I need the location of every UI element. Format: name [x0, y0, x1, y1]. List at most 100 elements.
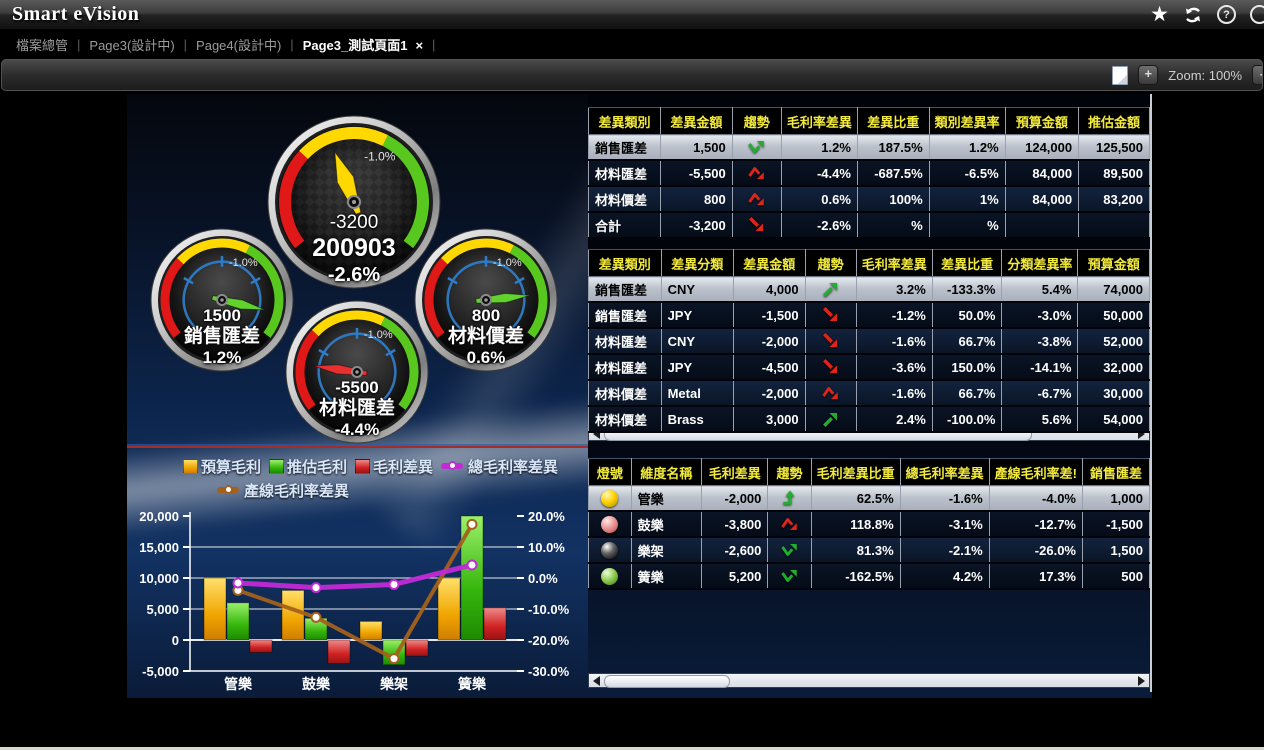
refresh-icon[interactable] [1183, 5, 1203, 25]
table-cell: -3.6% [856, 354, 933, 381]
trend-turn-green-icon [779, 489, 801, 507]
tab-2[interactable]: Page3(設計中) [89, 37, 175, 53]
column-header: 銷售匯差 [1082, 458, 1150, 486]
table-cell: -1.2% [856, 302, 933, 329]
table-row[interactable]: 鼓樂 -3,800 118.8% -3.1% -12.7% -1,500 [588, 511, 1150, 538]
scroll-left-arrow-icon[interactable] [593, 676, 600, 686]
table-row[interactable]: 樂架 -2,600 81.3% -2.1% -26.0% 1,500 [588, 537, 1150, 564]
data-point [232, 577, 244, 589]
tab-4[interactable]: Page3_測試頁面1 × [302, 37, 424, 53]
scrollbar-thumb[interactable] [604, 675, 730, 688]
table-row[interactable]: 合計 -3,200 -2.6%%% [588, 212, 1150, 239]
table-cell: 66.7% [932, 328, 1003, 355]
table-cell: 83,200 [1078, 186, 1150, 213]
tab-separator: | [77, 36, 81, 52]
favorite-star-icon[interactable]: ★ [1150, 2, 1169, 26]
scroll-right-arrow-icon[interactable] [1138, 429, 1145, 439]
table-cell: 簧樂 [631, 563, 703, 590]
bar-毛利差異 [483, 607, 507, 641]
table-row[interactable]: 簧樂 5,200 -162.5% 4.2% 17.3% 500 [588, 563, 1150, 590]
table-cell: Brass [661, 406, 735, 433]
column-header: 毛利率差異 [856, 249, 933, 277]
table-cell [1005, 212, 1080, 239]
table-row[interactable]: 材料匯差 CNY -2,000 -1.6% 66.7% -3.8% 52,000 [588, 328, 1150, 355]
table-row[interactable]: 材料價差 800 0.6% 100% 1% 84,000 83,200 [588, 186, 1150, 213]
table-row[interactable]: 銷售匯差 1,500 1.2% 187.5% 1.2% 124,000 125,500 [588, 134, 1150, 161]
table-row[interactable]: 銷售匯差 JPY -1,500 -1.2% 50.0% -3.0% 50,000 [588, 302, 1150, 329]
legend-label: 預算毛利 [201, 458, 262, 476]
table-cell: -687.5% [857, 160, 930, 187]
table3-horizontal-scrollbar[interactable] [588, 673, 1150, 688]
column-header: 差異比重 [932, 249, 1003, 277]
table-cell [732, 134, 782, 161]
table-cell: CNY [661, 276, 735, 303]
table-row[interactable]: 銷售匯差 CNY 4,000 3.2% -133.3% 5.4% 74,000 [588, 276, 1150, 303]
tab-separator: | [183, 36, 188, 52]
left-axis-tick-label: 0 [172, 633, 179, 648]
tab-close-icon[interactable]: × [415, 37, 424, 53]
column-header: 毛利差異比重 [811, 458, 901, 486]
gauge-material-fx[interactable]: -1.0% -5500 材料匯差 -4.4% [278, 293, 436, 456]
table-cell: -3.8% [1001, 328, 1079, 355]
gauge-sales-fx[interactable]: -1.0% 1500 銷售匯差 1.2% [143, 221, 301, 384]
gauge-tick-label: -1.0% [493, 257, 522, 269]
app-title: Smart eVision [12, 3, 140, 25]
table-cell: -3,800 [701, 511, 769, 538]
scroll-right-arrow-icon[interactable] [1138, 676, 1145, 686]
profit-combo-chart[interactable]: 20,000 20.0% 15,000 10.0% 10,000 0.0% 5,000 -10… [127, 444, 597, 698]
table-cell: 52,000 [1077, 328, 1150, 355]
table-cell: 銷售匯差 [588, 302, 662, 329]
trend-down-red-icon [820, 358, 842, 376]
table-cell [767, 485, 812, 512]
new-page-icon[interactable] [1112, 65, 1129, 85]
table-cell: 1,000 [1082, 485, 1150, 512]
table-cell: 800 [660, 186, 733, 213]
table-row[interactable]: 材料價差 Brass 3,000 2.4% -100.0% 5.6% 54,000 [588, 406, 1150, 433]
bar-毛利差異 [249, 639, 273, 653]
table-cell: 81.3% [811, 537, 901, 564]
titlebar-icons: ★ ? [1150, 2, 1264, 26]
dimension-summary-table: 燈號 維度名稱 毛利差異 趨勢 毛利差異比重 總毛利率差異 產線毛利率差! 銷售匯差 管樂 -2,… [588, 458, 1150, 590]
column-header: 分類差異率 [1001, 249, 1079, 277]
right-axis-tick-label: -10.0% [528, 602, 570, 617]
tab-1[interactable]: 檔案總管 [16, 37, 69, 53]
bar-毛利差異 [327, 639, 351, 665]
help-icon[interactable]: ? [1217, 5, 1236, 24]
column-header: 預算金額 [1005, 107, 1080, 135]
table-cell: -1.6% [900, 485, 990, 512]
table-cell: 鼓樂 [631, 511, 703, 538]
scroll-left-arrow-icon[interactable] [593, 429, 600, 439]
table-cell: 材料價差 [588, 406, 662, 433]
table-cell [588, 537, 632, 564]
dashboard-canvas: -1.0% -3200 200903 -2.6% -1.0% 1500 銷售匯差 1.2% -1… [127, 94, 1152, 698]
table-cell: 合計 [588, 212, 661, 239]
zoom-out-button[interactable]: - [1252, 65, 1262, 85]
table-row[interactable]: 材料匯差 -5,500 -4.4% -687.5% -6.5% 84,000 89,500 [588, 160, 1150, 187]
right-axis-tick-label: -20.0% [528, 633, 570, 648]
table-cell [805, 380, 857, 407]
table-cell [767, 511, 812, 538]
bar-推估毛利 [226, 602, 250, 641]
column-header: 趨勢 [732, 107, 782, 135]
table-cell: 1% [929, 186, 1006, 213]
table-cell: 材料匯差 [588, 328, 662, 355]
table-row[interactable]: 材料匯差 JPY -4,500 -3.6% 150.0% -14.1% 32,000 [588, 354, 1150, 381]
table-cell: 材料匯差 [588, 354, 662, 381]
table-cell [588, 485, 632, 512]
zoom-in-button[interactable]: + [1138, 65, 1159, 85]
bar-推估毛利 [460, 515, 484, 641]
table-row[interactable]: 管樂 -2,000 62.5% -1.6% -4.0% 1,000 [588, 485, 1150, 512]
tab-3[interactable]: Page4(設計中) [196, 37, 282, 53]
gauge-tick-label: -1.0% [364, 150, 396, 164]
column-header: 差異類別 [588, 107, 661, 135]
table-cell: 銷售匯差 [588, 276, 662, 303]
table-cell: Metal [661, 380, 735, 407]
table-cell: % [929, 212, 1006, 239]
gauge-tick-label: -1.0% [364, 329, 393, 341]
data-point [466, 559, 478, 571]
power-icon[interactable] [1250, 5, 1264, 24]
window-bottom-edge [0, 747, 1264, 750]
table-row[interactable]: 材料價差 Metal -2,000 -1.6% 66.7% -6.7% 30,000 [588, 380, 1150, 407]
column-header: 差異金額 [660, 107, 733, 135]
variance-by-class-table: 差異類別 差異分類 差異金額 趨勢 毛利率差異 差異比重 分類差異率 預算金額 銷售匯差 CNY 4… [588, 249, 1150, 433]
